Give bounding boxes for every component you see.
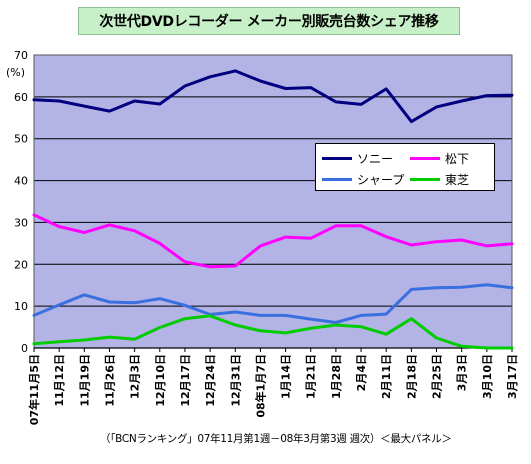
x-tick-label: 3月3日 bbox=[456, 354, 469, 391]
source-footnote: （「BCNランキング」07年11月第1週－08年3月第3週 週次）＜最大パネル＞ bbox=[100, 431, 452, 446]
y-tick-label: 20 bbox=[14, 258, 28, 271]
y-tick-label: 10 bbox=[14, 300, 28, 313]
x-tick-label: 12月10日 bbox=[154, 354, 167, 407]
legend: ソニー 松下 シャープ 東芝 bbox=[315, 143, 495, 191]
x-tick-label: 2月11日 bbox=[380, 354, 393, 399]
x-tick-label: 12月17日 bbox=[179, 354, 192, 407]
legend-label-toshiba: 東芝 bbox=[445, 171, 469, 188]
legend-swatch-matsushita bbox=[410, 157, 440, 160]
plot-area bbox=[34, 55, 512, 348]
x-tick-label: 11月12日 bbox=[53, 354, 66, 407]
x-tick-label: 08年1月7日 bbox=[253, 354, 267, 418]
x-tick-label: 1月28日 bbox=[330, 354, 343, 399]
y-tick-label: 40 bbox=[14, 175, 28, 188]
legend-item-sharp: シャープ bbox=[322, 171, 404, 187]
y-tick-label: 60 bbox=[14, 91, 28, 104]
legend-label-matsushita: 松下 bbox=[445, 150, 469, 167]
x-tick-label: 1月21日 bbox=[305, 354, 318, 399]
x-tick-label: 3月17日 bbox=[506, 354, 519, 399]
y-tick-label: 0 bbox=[21, 342, 28, 355]
x-tick-label: 12月31日 bbox=[229, 354, 242, 407]
x-tick-label: 07年11月5日 bbox=[27, 354, 41, 425]
legend-item-sony: ソニー bbox=[322, 150, 393, 166]
y-tick-label: 70 bbox=[14, 49, 28, 62]
x-tick-label: 12月24日 bbox=[204, 354, 217, 407]
x-tick-label: 2月4日 bbox=[355, 354, 368, 391]
legend-label-sharp: シャープ bbox=[357, 171, 404, 188]
legend-item-matsushita: 松下 bbox=[410, 150, 469, 166]
plot-background bbox=[34, 55, 512, 348]
legend-label-sony: ソニー bbox=[357, 150, 393, 167]
x-tick-label: 11月19日 bbox=[78, 354, 91, 407]
x-tick-label: 12月3日 bbox=[129, 354, 142, 399]
y-axis-unit-label: (%) bbox=[6, 66, 25, 79]
y-tick-label: 30 bbox=[14, 216, 28, 229]
y-tick-label: 50 bbox=[14, 133, 28, 146]
x-tick-label: 1月14日 bbox=[280, 354, 293, 399]
x-tick-label: 2月18日 bbox=[405, 354, 418, 399]
x-tick-label: 11月26日 bbox=[103, 354, 116, 407]
legend-item-toshiba: 東芝 bbox=[410, 171, 469, 187]
x-tick-label: 2月25日 bbox=[431, 354, 444, 399]
x-tick-label: 3月10日 bbox=[481, 354, 494, 399]
legend-swatch-toshiba bbox=[410, 178, 440, 181]
legend-swatch-sharp bbox=[322, 178, 352, 181]
legend-swatch-sony bbox=[322, 157, 352, 160]
